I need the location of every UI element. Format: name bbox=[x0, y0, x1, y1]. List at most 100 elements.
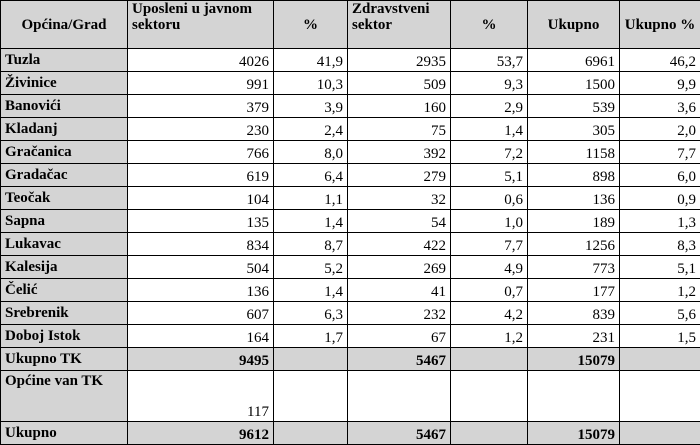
cell-pct2 bbox=[450, 421, 528, 445]
cell-public-employees: 136 bbox=[127, 278, 274, 302]
cell-public-employees: 230 bbox=[127, 117, 274, 141]
table-row: Banovići 379 3,9 160 2,9 539 3,6 bbox=[0, 94, 700, 118]
cell-health-sector: 41 bbox=[347, 278, 451, 302]
cell-total-pct: 1,3 bbox=[619, 209, 700, 233]
cell-municipality: Sapna bbox=[0, 209, 128, 233]
cell-pct2: 0,6 bbox=[450, 186, 528, 210]
cell-public-employees: 619 bbox=[127, 163, 274, 187]
cell-health-sector: 279 bbox=[347, 163, 451, 187]
cell-municipality: Kladanj bbox=[0, 117, 128, 141]
cell-total: 136 bbox=[527, 186, 620, 210]
total-tk-row: Ukupno TK 9495 5467 15079 bbox=[0, 347, 700, 371]
cell-health-sector: 54 bbox=[347, 209, 451, 233]
cell-pct1: 5,2 bbox=[273, 255, 348, 279]
header-pct1: % bbox=[273, 0, 348, 49]
cell-total-pct: 7,7 bbox=[619, 140, 700, 164]
cell-pct1: 10,3 bbox=[273, 71, 348, 95]
cell-total: 305 bbox=[527, 117, 620, 141]
cell-health-sector: 5467 bbox=[347, 421, 451, 445]
table-row: Kalesija 504 5,2 269 4,9 773 5,1 bbox=[0, 255, 700, 279]
table-row: Čelić 136 1,4 41 0,7 177 1,2 bbox=[0, 278, 700, 302]
cell-pct1: 2,4 bbox=[273, 117, 348, 141]
cell-total-pct: 8,3 bbox=[619, 232, 700, 256]
cell-pct2 bbox=[450, 347, 528, 371]
cell-health-sector: 32 bbox=[347, 186, 451, 210]
cell-pct1: 6,3 bbox=[273, 301, 348, 325]
cell-total-pct: 46,2 bbox=[619, 48, 700, 72]
cell-municipality: Kalesija bbox=[0, 255, 128, 279]
cell-total-pct: 6,0 bbox=[619, 163, 700, 187]
cell-pct1 bbox=[273, 421, 348, 445]
cell-health-sector: 75 bbox=[347, 117, 451, 141]
cell-pct1: 6,4 bbox=[273, 163, 348, 187]
cell-total-pct: 2,0 bbox=[619, 117, 700, 141]
cell-pct2: 7,2 bbox=[450, 140, 528, 164]
cell-municipality: Čelić bbox=[0, 278, 128, 302]
cell-pct2: 4,2 bbox=[450, 301, 528, 325]
cell-total: 1256 bbox=[527, 232, 620, 256]
header-pct2: % bbox=[450, 0, 528, 49]
cell-total-pct: 0,9 bbox=[619, 186, 700, 210]
cell-pct2: 53,7 bbox=[450, 48, 528, 72]
cell-pct1: 8,7 bbox=[273, 232, 348, 256]
table-row: Sapna 135 1,4 54 1,0 189 1,3 bbox=[0, 209, 700, 233]
cell-pct2: 5,1 bbox=[450, 163, 528, 187]
cell-health-sector bbox=[347, 370, 451, 422]
cell-municipality: Živinice bbox=[0, 71, 128, 95]
cell-public-employees: 135 bbox=[127, 209, 274, 233]
cell-pct1: 1,1 bbox=[273, 186, 348, 210]
cell-pct2: 1,2 bbox=[450, 324, 528, 348]
cell-municipality: Ukupno bbox=[0, 421, 128, 445]
cell-public-employees: 991 bbox=[127, 71, 274, 95]
cell-pct1 bbox=[273, 370, 348, 422]
cell-pct1: 41,9 bbox=[273, 48, 348, 72]
cell-total: 1500 bbox=[527, 71, 620, 95]
header-total-pct: Ukupno % bbox=[619, 0, 700, 49]
cell-total-pct: 5,1 bbox=[619, 255, 700, 279]
cell-total: 1158 bbox=[527, 140, 620, 164]
grand-total-row: Ukupno 9612 5467 15079 bbox=[0, 421, 700, 445]
cell-pct1 bbox=[273, 347, 348, 371]
cell-municipality: Tuzla bbox=[0, 48, 128, 72]
cell-municipality: Teočak bbox=[0, 186, 128, 210]
table-row: Teočak 104 1,1 32 0,6 136 0,9 bbox=[0, 186, 700, 210]
cell-pct1: 8,0 bbox=[273, 140, 348, 164]
cell-municipality: Općine van TK bbox=[0, 370, 128, 422]
cell-health-sector: 392 bbox=[347, 140, 451, 164]
cell-total: 539 bbox=[527, 94, 620, 118]
cell-public-employees: 9495 bbox=[127, 347, 274, 371]
cell-public-employees: 379 bbox=[127, 94, 274, 118]
cell-pct1: 1,7 bbox=[273, 324, 348, 348]
cell-health-sector: 422 bbox=[347, 232, 451, 256]
table-row: Gračanica 766 8,0 392 7,2 1158 7,7 bbox=[0, 140, 700, 164]
cell-pct2: 1,0 bbox=[450, 209, 528, 233]
cell-public-employees: 504 bbox=[127, 255, 274, 279]
cell-health-sector: 160 bbox=[347, 94, 451, 118]
cell-public-employees: 164 bbox=[127, 324, 274, 348]
cell-public-employees: 4026 bbox=[127, 48, 274, 72]
cell-total: 15079 bbox=[527, 421, 620, 445]
cell-pct2: 7,7 bbox=[450, 232, 528, 256]
table-row: Tuzla 4026 41,9 2935 53,7 6961 46,2 bbox=[0, 48, 700, 72]
table-row: Kladanj 230 2,4 75 1,4 305 2,0 bbox=[0, 117, 700, 141]
cell-total-pct: 9,9 bbox=[619, 71, 700, 95]
cell-municipality: Doboj Istok bbox=[0, 324, 128, 348]
cell-public-employees: 9612 bbox=[127, 421, 274, 445]
cell-total: 15079 bbox=[527, 347, 620, 371]
cell-total-pct: 3,6 bbox=[619, 94, 700, 118]
cell-pct2: 1,4 bbox=[450, 117, 528, 141]
header-health-sector: Zdravstveni sektor bbox=[347, 0, 451, 49]
table-row: Gradačac 619 6,4 279 5,1 898 6,0 bbox=[0, 163, 700, 187]
cell-public-employees: 607 bbox=[127, 301, 274, 325]
cell-total-pct: 1,5 bbox=[619, 324, 700, 348]
cell-pct1: 1,4 bbox=[273, 209, 348, 233]
cell-health-sector: 232 bbox=[347, 301, 451, 325]
cell-health-sector: 269 bbox=[347, 255, 451, 279]
cell-health-sector: 67 bbox=[347, 324, 451, 348]
cell-municipality: Ukupno TK bbox=[0, 347, 128, 371]
cell-municipality: Srebrenik bbox=[0, 301, 128, 325]
table-row: Srebrenik 607 6,3 232 4,2 839 5,6 bbox=[0, 301, 700, 325]
cell-pct2: 2,9 bbox=[450, 94, 528, 118]
cell-municipality: Gradačac bbox=[0, 163, 128, 187]
cell-total: 189 bbox=[527, 209, 620, 233]
